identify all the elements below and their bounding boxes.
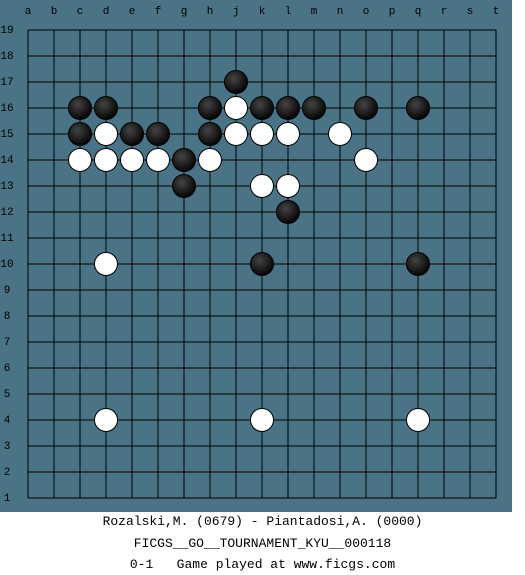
white-stone xyxy=(146,148,170,172)
black-stone xyxy=(250,96,274,120)
row-label: 16 xyxy=(0,103,13,115)
column-label: b xyxy=(51,6,58,18)
black-stone xyxy=(276,96,300,120)
row-label: 9 xyxy=(4,285,11,297)
white-stone xyxy=(406,408,430,432)
row-label: 12 xyxy=(0,207,13,219)
column-label: g xyxy=(181,6,188,18)
row-label: 3 xyxy=(4,441,11,453)
white-stone xyxy=(224,122,248,146)
black-stone xyxy=(172,148,196,172)
black-stone xyxy=(68,122,92,146)
players: Rozalski,M. (0679) - Piantadosi,A. (0000… xyxy=(102,514,423,529)
black-stone xyxy=(354,96,378,120)
column-label: j xyxy=(233,6,240,18)
column-label: a xyxy=(25,6,32,18)
black-stone xyxy=(68,96,92,120)
white-stone xyxy=(354,148,378,172)
white-stone xyxy=(250,122,274,146)
row-label: 10 xyxy=(0,259,13,271)
black-stone xyxy=(120,122,144,146)
column-label: q xyxy=(415,6,422,18)
row-label: 14 xyxy=(0,155,14,167)
row-label: 7 xyxy=(4,337,11,349)
column-label: o xyxy=(363,6,370,18)
row-label: 4 xyxy=(4,415,11,427)
white-stone xyxy=(250,174,274,198)
event: FICGS__GO__TOURNAMENT_KYU__000118 xyxy=(133,536,392,551)
column-label: l xyxy=(285,6,292,18)
row-label: 5 xyxy=(4,389,11,401)
white-stone xyxy=(224,96,248,120)
row-label: 15 xyxy=(0,129,13,141)
column-label: r xyxy=(441,6,448,18)
row-label: 8 xyxy=(4,311,11,323)
black-stone xyxy=(250,252,274,276)
column-label: f xyxy=(155,6,162,18)
row-label: 17 xyxy=(0,77,13,89)
row-label: 1 xyxy=(4,493,11,505)
black-stone xyxy=(224,70,248,94)
black-stone xyxy=(198,122,222,146)
white-stone xyxy=(276,174,300,198)
white-stone xyxy=(94,122,118,146)
black-stone xyxy=(172,174,196,198)
column-label: n xyxy=(337,6,344,18)
white-stone xyxy=(94,148,118,172)
row-label: 13 xyxy=(0,181,13,193)
column-label: h xyxy=(207,6,214,18)
white-stone xyxy=(198,148,222,172)
white-stone xyxy=(120,148,144,172)
black-stone xyxy=(146,122,170,146)
column-label: m xyxy=(311,6,318,18)
white-stone xyxy=(94,252,118,276)
black-stone xyxy=(302,96,326,120)
row-label: 18 xyxy=(0,51,13,63)
column-label: d xyxy=(103,6,110,18)
row-label: 2 xyxy=(4,467,11,479)
black-stone xyxy=(198,96,222,120)
black-stone xyxy=(406,252,430,276)
column-label: s xyxy=(467,6,474,18)
column-label: e xyxy=(129,6,136,18)
white-stone xyxy=(94,408,118,432)
column-label: c xyxy=(77,6,84,18)
white-stone xyxy=(250,408,274,432)
white-stone xyxy=(328,122,352,146)
go-board: a b c d e f g h j k l m n o p q r s t191817161514131211109… xyxy=(0,0,512,512)
row-label: 6 xyxy=(4,363,11,375)
row-label: 11 xyxy=(0,233,14,245)
column-label: k xyxy=(259,6,266,18)
black-stone xyxy=(276,200,300,224)
column-label: p xyxy=(389,6,396,18)
black-stone xyxy=(94,96,118,120)
column-label: t xyxy=(493,6,500,18)
result: 0-1 Game played at www.ficgs.com xyxy=(129,557,396,572)
white-stone xyxy=(276,122,300,146)
row-label: 19 xyxy=(0,25,13,37)
black-stone xyxy=(406,96,430,120)
white-stone xyxy=(68,148,92,172)
